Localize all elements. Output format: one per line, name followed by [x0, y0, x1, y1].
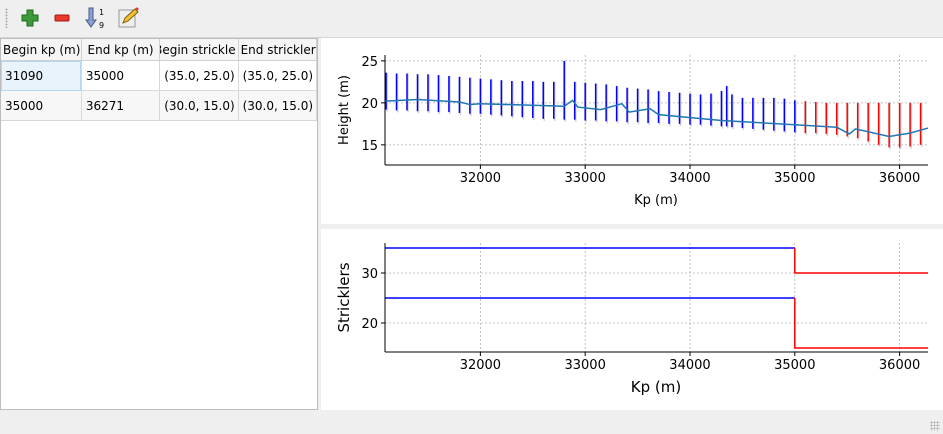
resize-grip[interactable] [930, 421, 940, 431]
x-tick-label: 34000 [669, 358, 710, 373]
x-axis-label: Kp (m) [634, 193, 678, 208]
y-tick-label: 25 [361, 55, 378, 70]
cell-end-strickler[interactable]: (30.0, 15.0) [238, 90, 318, 121]
add-icon [21, 9, 39, 27]
add-button[interactable] [18, 6, 42, 30]
cell-end-strickler[interactable]: (35.0, 25.0) [238, 60, 318, 91]
x-tick-label: 35000 [774, 171, 815, 186]
remove-icon [54, 14, 70, 22]
column-header-end-strickler[interactable]: End strickler [238, 39, 318, 61]
reach-table-panel: Begin kp (m) End kp (m) Begin strickle E… [0, 38, 318, 410]
remove-button[interactable] [50, 6, 74, 30]
cell-begin-strickler[interactable]: (30.0, 15.0) [159, 90, 239, 121]
height-chart: Kp (m) 32000 33000 34000 35000 36000 15 20 25 He… [337, 55, 929, 208]
sort-digit-bottom: 9 [99, 21, 104, 30]
x-tick-label: 33000 [564, 358, 605, 373]
x-tick-label: 33000 [564, 171, 605, 186]
x-tick-label: 32000 [460, 358, 501, 373]
column-header-begin-kp[interactable]: Begin kp (m) [1, 39, 82, 61]
splitter-handle[interactable] [621, 225, 641, 228]
x-tick-label: 34000 [669, 171, 710, 186]
height-plot: Kp (m) 32000 33000 34000 35000 36000 15 20 25 He… [321, 38, 943, 224]
cell-end-kp[interactable]: 36271 [81, 90, 161, 121]
table-row[interactable]: 31090 35000 (35.0, 25.0) (35.0, 25.0) [1, 60, 318, 91]
y-axis-label: Stricklers [335, 262, 353, 332]
bed-line [384, 98, 929, 138]
y-axis-label: Height (m) [337, 75, 352, 145]
stricklers-chart: Kp (m) 32000 33000 34000 35000 36000 20 30 Stri… [335, 243, 928, 396]
y-tick-label: 15 [361, 139, 378, 154]
y-tick-label: 30 [361, 267, 378, 282]
reach-table: Begin kp (m) End kp (m) Begin strickle E… [1, 39, 318, 121]
y-tick-label: 20 [361, 317, 378, 332]
column-header-begin-strickler[interactable]: Begin strickle [159, 39, 239, 61]
plots-panel: Kp (m) 32000 33000 34000 35000 36000 15 20 25 He… [321, 38, 943, 410]
cell-begin-kp[interactable]: 31090 [1, 60, 82, 91]
x-tick-label: 32000 [460, 171, 501, 186]
sort-icon: 1 9 [85, 7, 104, 30]
x-tick-label: 36000 [879, 171, 920, 186]
edit-icon [118, 7, 139, 28]
stricklers-plot: Kp (m) 32000 33000 34000 35000 36000 20 30 Stri… [321, 229, 943, 410]
x-axis-label: Kp (m) [631, 378, 681, 396]
x-tick-label: 36000 [879, 358, 920, 373]
cell-begin-strickler[interactable]: (35.0, 25.0) [159, 60, 239, 91]
toolbar-grip[interactable] [5, 8, 8, 28]
table-row[interactable]: 35000 36271 (30.0, 15.0) (30.0, 15.0) [1, 90, 318, 121]
y-tick-label: 20 [361, 97, 378, 112]
strickler-line [794, 248, 928, 274]
cell-begin-kp[interactable]: 35000 [1, 90, 82, 121]
edit-button[interactable] [116, 6, 140, 30]
strickler-line [794, 298, 928, 349]
cell-end-kp[interactable]: 35000 [81, 60, 161, 91]
status-bar [0, 411, 943, 434]
toolbar: 1 9 [0, 0, 943, 38]
sort-button[interactable]: 1 9 [84, 6, 108, 30]
column-header-end-kp[interactable]: End kp (m) [81, 39, 161, 61]
x-tick-label: 35000 [774, 358, 815, 373]
sort-digit-top: 1 [99, 8, 104, 17]
